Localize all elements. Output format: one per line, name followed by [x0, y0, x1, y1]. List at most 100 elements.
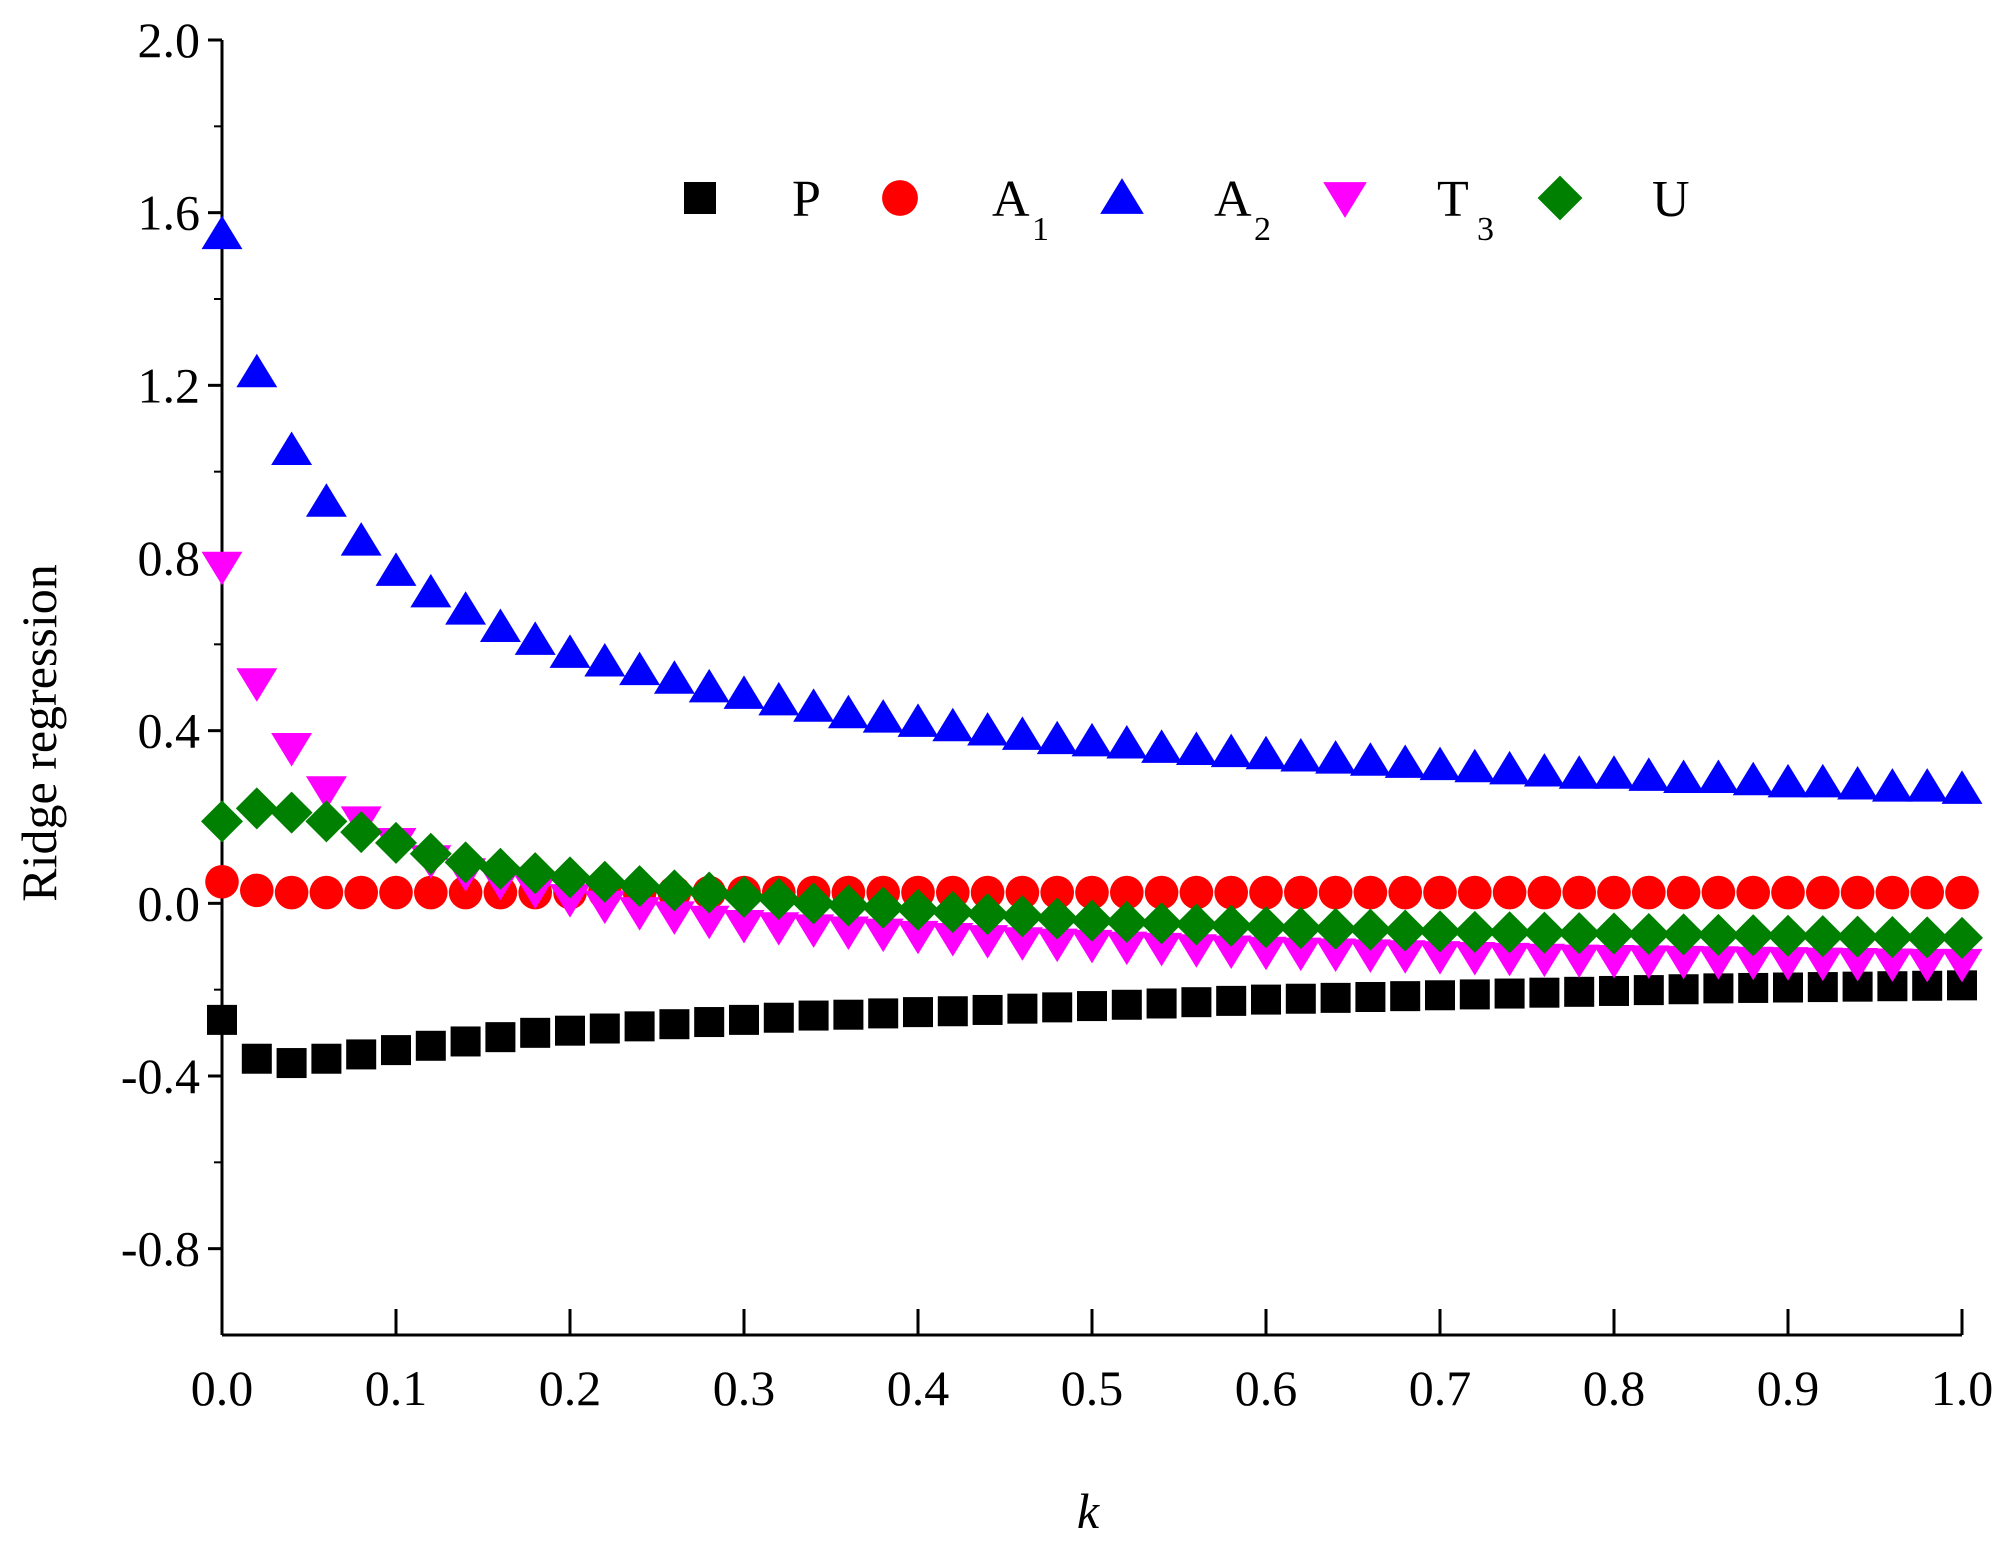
data-point-a2 — [758, 681, 800, 716]
data-point-u — [653, 869, 696, 912]
data-point-a1 — [239, 873, 274, 908]
data-point-a1 — [1249, 875, 1283, 910]
data-point-a1 — [1458, 875, 1492, 910]
data-point-t3 — [236, 668, 278, 702]
data-point-u — [897, 888, 939, 931]
y-tick-label: 1.2 — [138, 357, 201, 413]
data-point-a1 — [274, 875, 309, 910]
tick-marks: -0.8 -0.4 0.0 0.4 0.8 1.2 1.6 2.0 0.0 0.1 0.2 0.3 0.… — [121, 12, 1993, 1416]
data-point-p — [833, 999, 864, 1030]
data-point-t3 — [1871, 948, 1913, 982]
data-point-a1 — [1806, 875, 1840, 910]
data-point-u — [1175, 903, 1218, 946]
data-point-t3 — [827, 916, 869, 950]
x-tick-label: 0.2 — [539, 1360, 602, 1416]
data-point-u — [1662, 913, 1705, 956]
legend-item-u: U — [1537, 171, 1690, 228]
data-point-u — [688, 871, 731, 914]
data-point-a2 — [1036, 720, 1078, 755]
y-tick-label: -0.8 — [121, 1221, 200, 1277]
data-point-p — [1355, 982, 1386, 1013]
data-point-a2 — [1663, 759, 1705, 794]
data-point-p — [346, 1039, 377, 1070]
data-point-p — [1425, 980, 1455, 1011]
data-point-p — [1633, 975, 1664, 1006]
data-point-p — [1216, 985, 1247, 1016]
y-tick-label: 2.0 — [138, 12, 201, 68]
legend-label-subscript: 2 — [1254, 211, 1271, 248]
data-point-a2 — [514, 621, 556, 655]
legend-label: U — [1652, 171, 1690, 228]
legend-marker — [1537, 175, 1583, 221]
legend-label: A — [1214, 171, 1252, 228]
data-point-a1 — [344, 875, 379, 910]
data-point-t3 — [1767, 947, 1809, 981]
data-point-a1 — [1075, 875, 1109, 910]
legend-marker — [882, 180, 918, 216]
series-a2 — [201, 215, 1983, 804]
data-point-a2 — [340, 522, 382, 556]
data-point-u — [618, 865, 661, 908]
data-point-a2 — [793, 688, 835, 722]
data-point-p — [1111, 989, 1142, 1020]
data-point-u — [479, 847, 522, 890]
data-point-u — [1105, 900, 1148, 943]
data-point-a2 — [1106, 725, 1148, 759]
data-point-t3 — [653, 901, 695, 935]
data-point-u — [444, 841, 487, 884]
legend-label: P — [792, 171, 821, 228]
data-point-p — [311, 1043, 342, 1074]
data-point-a1 — [1423, 875, 1457, 910]
y-tick-label: 0.0 — [138, 875, 201, 931]
data-point-t3 — [1349, 939, 1391, 973]
data-point-p — [589, 1013, 620, 1044]
data-point-u — [792, 882, 835, 925]
data-point-u — [723, 875, 765, 918]
data-point-p — [972, 994, 1003, 1025]
data-point-t3 — [1036, 928, 1078, 963]
data-point-t3 — [862, 918, 904, 953]
data-point-a2 — [236, 353, 278, 388]
x-tick-label: 0.8 — [1583, 1360, 1646, 1416]
data-point-t3 — [1628, 945, 1670, 979]
data-point-a2 — [1593, 755, 1635, 789]
data-point-a2 — [1384, 744, 1426, 778]
data-point-a1 — [1562, 875, 1596, 910]
y-tick-label: 0.8 — [138, 530, 201, 586]
data-point-a2 — [1558, 755, 1600, 789]
data-point-t3 — [271, 733, 313, 767]
data-point-a1 — [970, 875, 1005, 910]
data-point-t3 — [619, 897, 661, 931]
data-point-a1 — [1144, 875, 1179, 910]
data-point-u — [235, 787, 278, 830]
data-point-a1 — [1701, 875, 1736, 910]
data-point-a1 — [1910, 875, 1944, 910]
data-point-a2 — [1315, 740, 1357, 774]
data-point-a1 — [414, 875, 448, 910]
data-point-a2 — [271, 431, 313, 465]
x-tick-label: 0.0 — [191, 1360, 254, 1416]
y-axis-title: Ridge regression — [11, 564, 67, 901]
data-point-p — [1181, 987, 1212, 1018]
data-point-p — [763, 1002, 794, 1033]
legend-label-subscript: 1 — [1032, 211, 1049, 248]
data-point-a1 — [1040, 875, 1074, 910]
data-point-a2 — [1349, 742, 1391, 776]
data-point-u — [1593, 912, 1635, 955]
data-point-a2 — [1001, 716, 1043, 750]
data-point-u — [1906, 916, 1949, 959]
x-tick-label: 0.4 — [887, 1360, 950, 1416]
data-point-p — [1390, 981, 1421, 1012]
data-point-u — [1941, 916, 1983, 959]
data-point-a1 — [1597, 875, 1631, 910]
data-point-t3 — [305, 776, 347, 810]
data-point-a1 — [1284, 875, 1318, 910]
data-point-p — [241, 1043, 272, 1074]
data-point-u — [757, 878, 800, 921]
data-point-t3 — [1732, 946, 1774, 981]
data-point-t3 — [1106, 931, 1148, 966]
y-tick-label: 1.6 — [138, 185, 201, 241]
data-point-p — [1494, 978, 1525, 1009]
y-tick-label: 0.4 — [138, 703, 201, 759]
